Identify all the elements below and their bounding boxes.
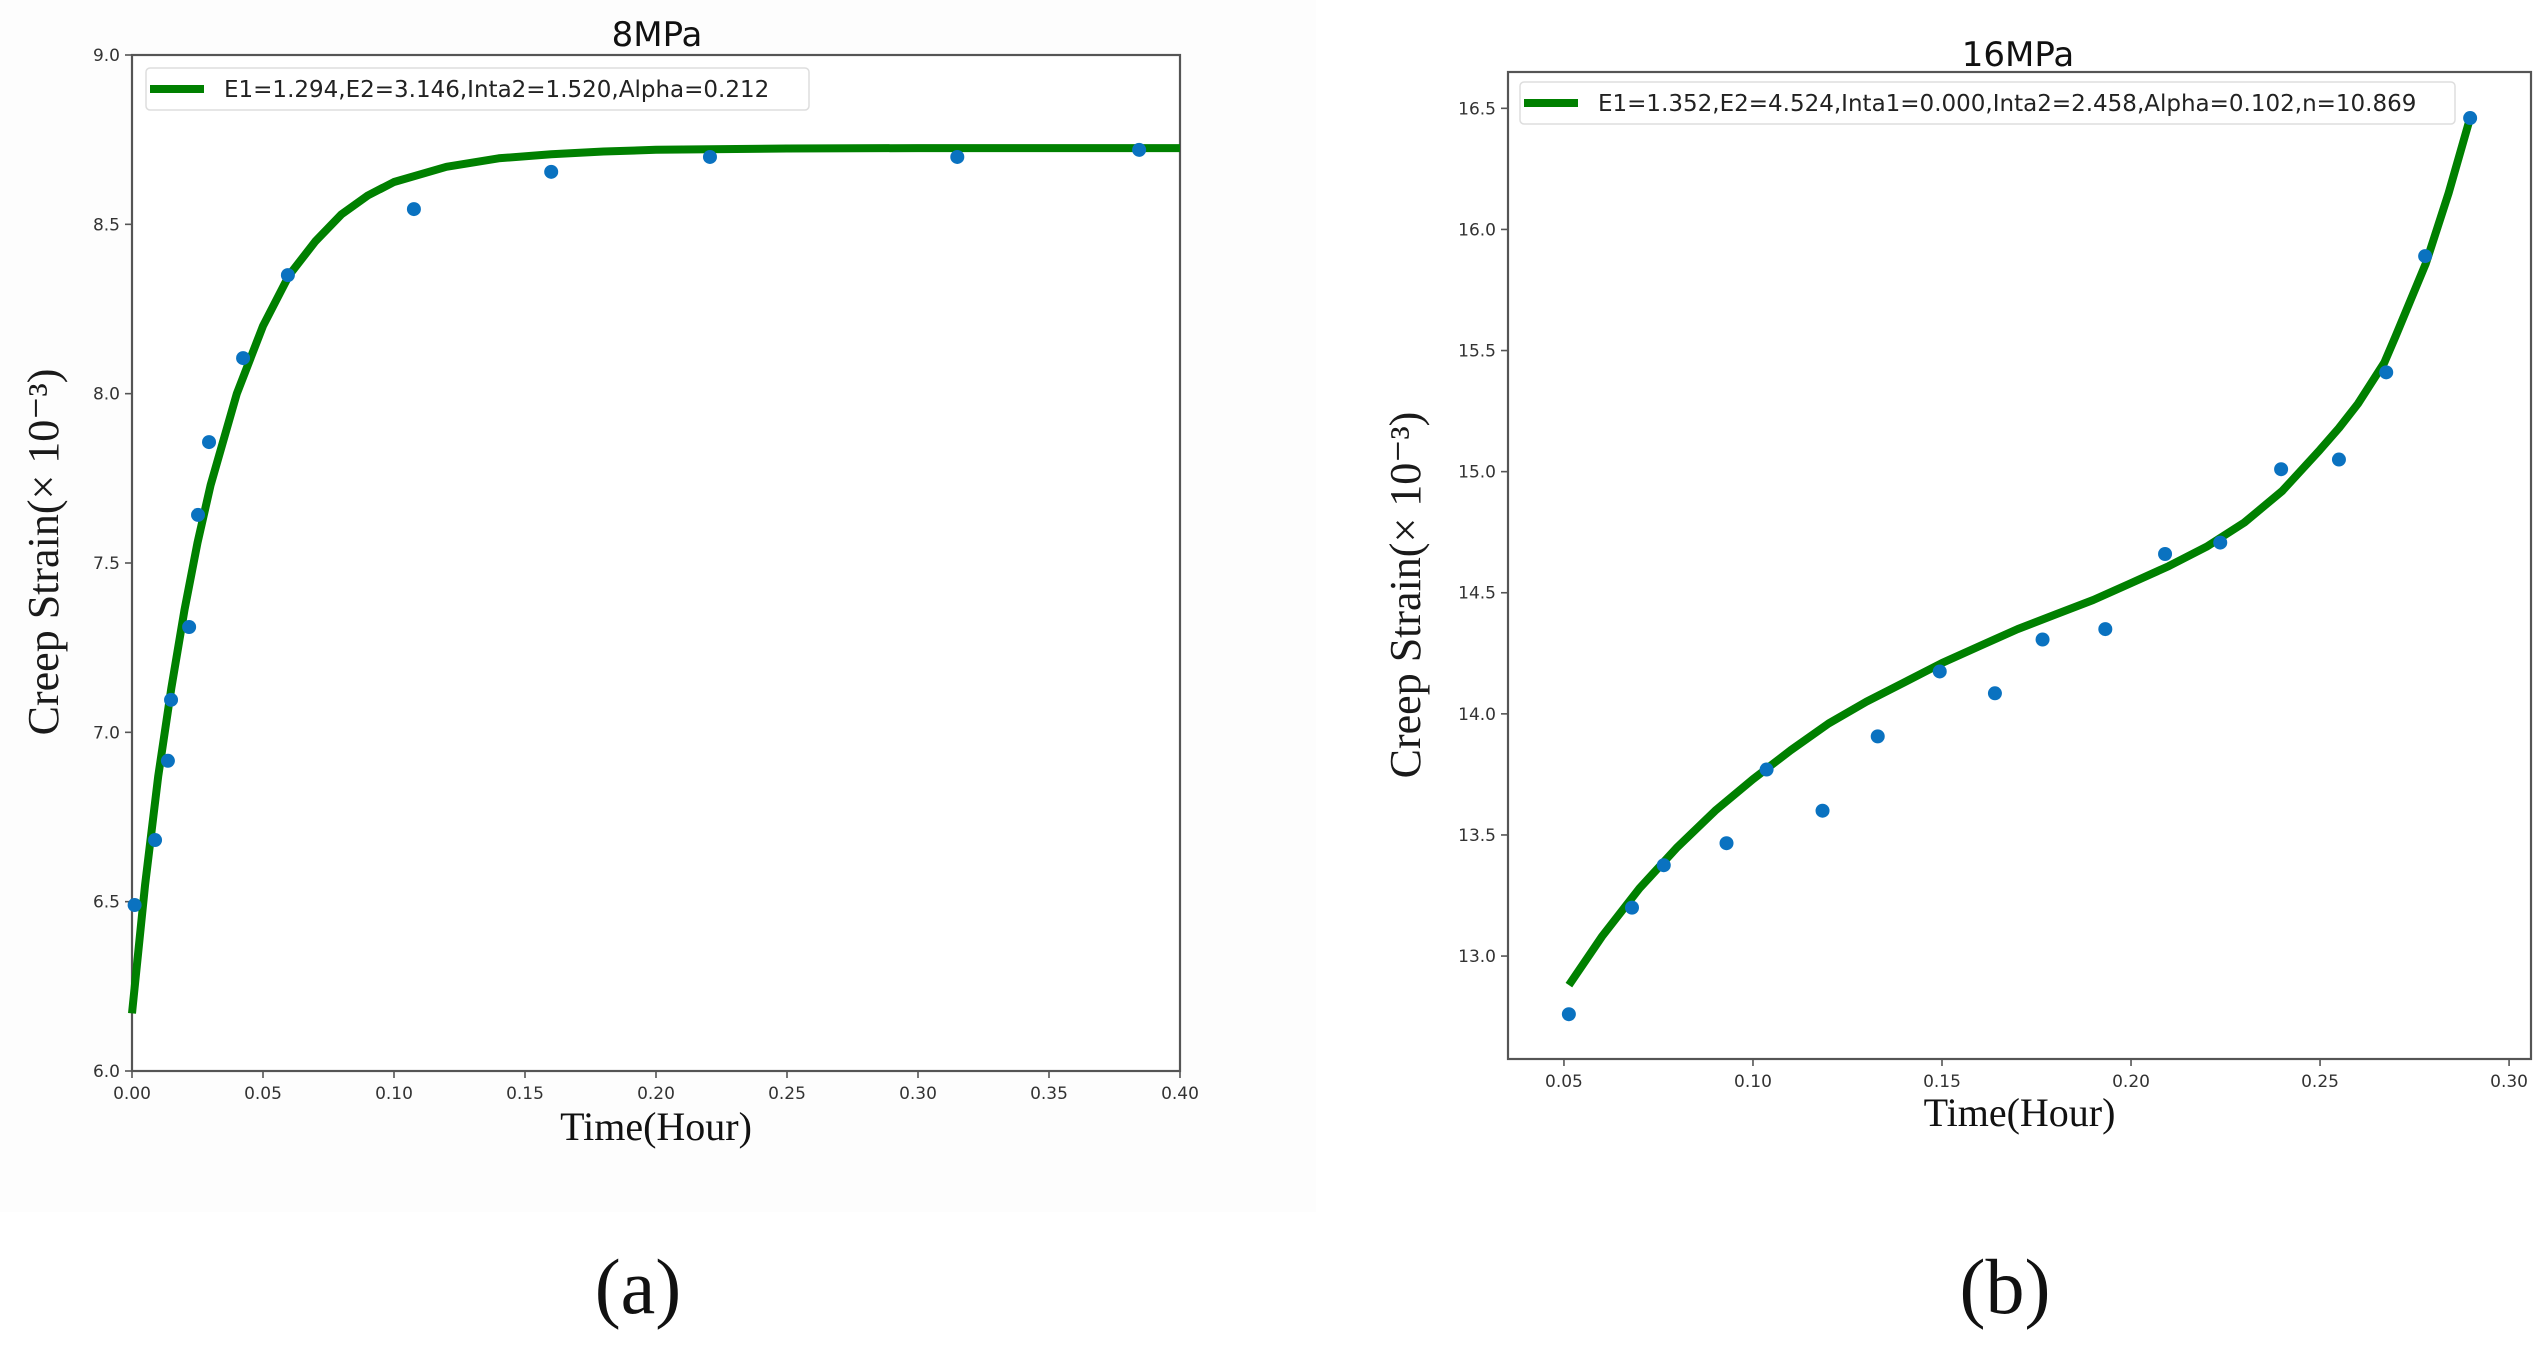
y-tick-label: 6.5 [93,893,120,913]
data-point [1987,686,2002,701]
x-tick-label: 0.25 [768,1084,806,1104]
data-point [127,898,142,913]
data-point [236,351,251,366]
chart-title: 16MPa [1962,35,2074,75]
y-tick-label: 8.5 [93,215,120,235]
chart-panel-a: 0.00 0.05 0.10 0.15 0.20 0.25 0.30 0.35 0.40 6.0 6… [19,15,1199,1149]
legend-box [1519,81,2456,125]
chart-title: 8MPa [612,15,703,55]
y-tick-label: 7.0 [93,723,120,743]
x-tick-label: 0.05 [1545,1072,1583,1092]
x-tick-label: 0.05 [244,1084,282,1104]
x-tick-label: 0.30 [899,1084,937,1104]
plot-area [130,53,1182,1073]
data-point [2213,535,2228,550]
y-tick-label: 9.0 [93,46,120,66]
data-point [160,753,175,768]
data-point [2379,365,2394,380]
data-point [2274,462,2289,477]
data-point [280,268,295,283]
data-point [202,435,217,450]
x-axis-label: Time(Hour) [560,1104,752,1149]
x-tick-label: 0.10 [1734,1072,1772,1092]
y-tick-label: 14.0 [1458,705,1496,725]
data-point [2098,622,2113,637]
data-point [182,620,197,635]
data-point [164,692,179,707]
data-point [1932,664,1947,679]
y-tick-label: 8.0 [93,385,120,405]
data-point [406,202,421,217]
data-point [1656,858,1671,873]
data-point [191,507,206,522]
data-point [1870,729,1885,744]
data-point [1759,762,1774,777]
x-tick-label: 0.10 [375,1084,413,1104]
data-point [2331,452,2346,467]
fit-curve [1565,116,2474,988]
x-tick-label: 0.15 [506,1084,544,1104]
x-tick-label: 0.00 [113,1084,151,1104]
y-tick-label: 7.5 [93,554,120,574]
y-tick-label: 6.0 [93,1062,120,1082]
y-axis-label: Creep Strain(× 10⁻³) [1381,412,1430,779]
data-point [1625,900,1639,915]
data-point [950,149,965,164]
legend-label: E1=1.294,E2=3.146,Inta2=1.520,Alpha=0.21… [224,77,769,103]
y-tick-label: 14.5 [1458,584,1496,604]
data-point [148,833,163,848]
data-point [2035,632,2050,647]
data-point [544,164,559,179]
plot-area [1506,70,2533,1061]
y-tick-label: 13.0 [1458,947,1496,967]
data-point [702,149,717,164]
y-tick-label: 13.5 [1458,826,1496,846]
y-tick-label: 16.0 [1458,220,1496,240]
y-tick-label: 15.0 [1458,463,1496,483]
data-point [1132,142,1147,157]
data-point [1815,803,1830,818]
data-point [1561,1007,1576,1022]
x-tick-label: 0.25 [2301,1072,2339,1092]
x-tick-label: 0.30 [2490,1072,2528,1092]
caption-a: (a) [594,1243,682,1330]
x-tick-label: 0.40 [1161,1084,1199,1104]
legend-label: E1=1.352,E2=4.524,Inta1=0.000,Inta2=2.45… [1598,91,2416,117]
x-tick-label: 0.20 [2112,1072,2150,1092]
data-point [2418,249,2433,264]
data-point [1719,836,1734,851]
fit-curve [128,144,1180,1014]
x-axis-label: Time(Hour) [1924,1090,2116,1135]
y-axis-label: Creep Strain(× 10⁻³) [19,369,68,736]
y-tick-label: 16.5 [1458,99,1496,119]
data-point [2158,546,2173,561]
legend-box [145,67,810,111]
y-tick-label: 15.5 [1458,342,1496,362]
caption-b: (b) [1959,1243,2051,1330]
data-point [2463,111,2478,126]
chart-panel-b: 0.05 0.10 0.15 0.20 0.25 0.30 13.0 13.5 14.0 14.5… [1381,35,2533,1135]
x-tick-label: 0.15 [1923,1072,1961,1092]
x-tick-label: 0.20 [637,1084,675,1104]
x-tick-label: 0.35 [1030,1084,1068,1104]
